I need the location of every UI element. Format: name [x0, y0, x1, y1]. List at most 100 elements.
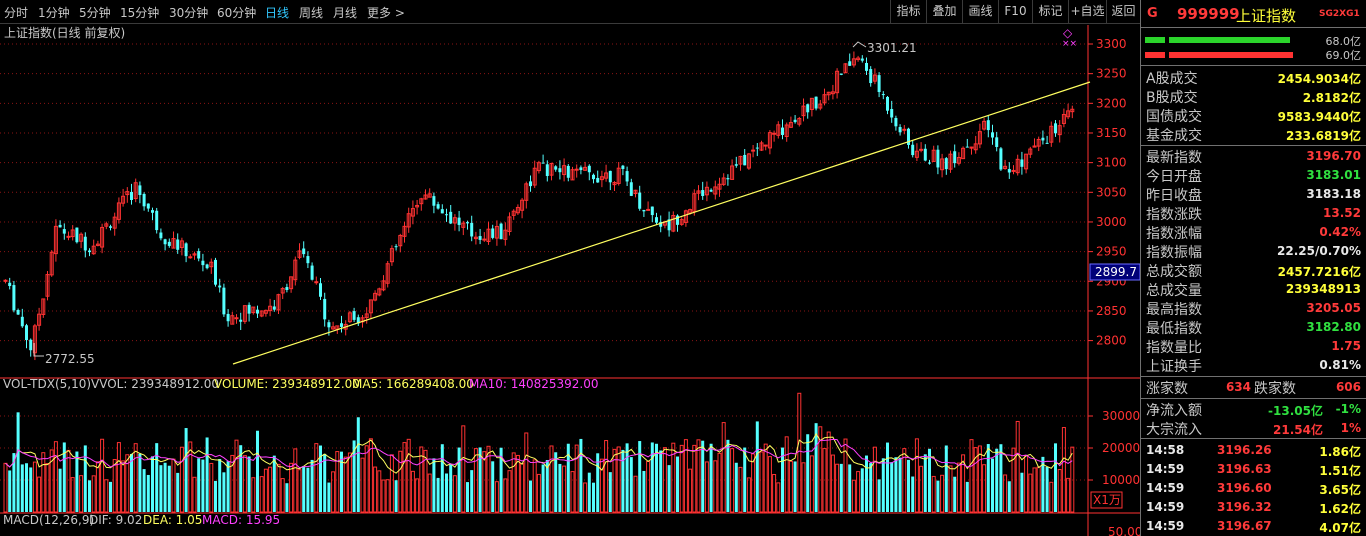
index-row-3-label: 指数涨跌 — [1146, 207, 1202, 223]
volume-ma5-line — [5, 432, 1073, 474]
macd-dif: DIF: 9.02 — [89, 513, 142, 527]
tick-time: 14:59 — [1146, 481, 1185, 495]
mark-button[interactable]: 标记 — [1032, 0, 1068, 24]
price-axis-label: 3050 — [1096, 185, 1127, 199]
price-tag: 2899.7 — [1095, 265, 1137, 279]
period-tab-15min[interactable]: 15分钟 — [120, 6, 160, 20]
index-tag: SG2XG1 — [1319, 9, 1360, 19]
tick-row: 14:58 3196.26 1.86亿 — [1141, 441, 1366, 460]
period-tab-weekly[interactable]: 周线 — [299, 6, 324, 20]
tick-price: 3196.60 — [1217, 481, 1272, 495]
index-row-7-value: 239348913 — [1285, 282, 1361, 296]
candlestick-series — [3, 51, 1075, 361]
add-watchlist-button[interactable]: +自选 — [1068, 0, 1106, 24]
tick-amount: 1.86亿 — [1319, 445, 1361, 459]
flow-row-0: 净流入额 -13.05亿 -1% — [1141, 400, 1366, 419]
flow-value: -13.05亿 — [1268, 404, 1323, 418]
index-row-5-label: 指数振幅 — [1146, 245, 1202, 261]
period-tab-5min[interactable]: 5分钟 — [79, 6, 111, 20]
volume-axis: 30000 20000 10000 — [1088, 409, 1140, 487]
flow-value: 21.54亿 — [1273, 423, 1323, 437]
tick-price: 3196.26 — [1217, 443, 1272, 457]
up-count: 634 — [1225, 380, 1251, 394]
back-button[interactable]: 返回 — [1106, 0, 1140, 24]
volume-series — [3, 392, 1075, 513]
down-count-label: 跌家数 — [1254, 381, 1296, 397]
period-tab-fenshi[interactable]: 分时 — [4, 6, 29, 20]
period-tab-60min[interactable]: 60分钟 — [217, 6, 257, 20]
flow-bars: 68.0亿 69.0亿 — [1141, 33, 1366, 65]
volume-unit-box — [1090, 491, 1123, 509]
period-tab-monthly[interactable]: 月线 — [333, 6, 358, 20]
stat-row-3-value: 233.6819亿 — [1285, 129, 1361, 143]
index-row-10: 指数量比 1.75 — [1141, 337, 1366, 356]
index-row-7-label: 总成交量 — [1146, 283, 1202, 299]
period-tab-daily[interactable]: 日线 — [265, 6, 290, 20]
volume-ma10-value: MA10: 140825392.00 — [469, 377, 599, 391]
index-row-1-label: 今日开盘 — [1146, 169, 1202, 185]
index-row-1-value: 3183.01 — [1306, 168, 1361, 182]
tick-amount: 1.51亿 — [1319, 464, 1361, 478]
index-row-8-label: 最高指数 — [1146, 302, 1202, 318]
tick-row: 14:59 3196.60 3.65亿 — [1141, 479, 1366, 498]
index-row-2-label: 昨日收盘 — [1146, 188, 1202, 204]
macd-value: MACD: 15.95 — [202, 513, 280, 527]
macd-axis-label: 50.00 — [1108, 525, 1140, 536]
tick-amount: 1.62亿 — [1319, 502, 1361, 516]
vvol-value: VVOL: 239348912.00 — [91, 377, 219, 391]
volume-axis-label: 10000 — [1102, 473, 1140, 487]
tick-row: 14:59 3196.32 1.62亿 — [1141, 498, 1366, 517]
volume-axis-label: 30000 — [1102, 409, 1140, 423]
flow-bar-value-1: 68.0亿 — [1325, 35, 1362, 48]
price-axis-label: 3250 — [1096, 67, 1127, 81]
f10-button[interactable]: F10 — [998, 0, 1032, 24]
volume-axis-label: 20000 — [1102, 441, 1140, 455]
volume-ma5-value: MA5: 166289408.00 — [352, 377, 474, 391]
low-pointer — [33, 343, 44, 357]
period-tab-more[interactable]: 更多 > — [367, 6, 405, 20]
period-tab-1min[interactable]: 1分钟 — [38, 6, 70, 20]
diamond-icon[interactable]: ◇ — [1063, 26, 1073, 40]
indicator-button[interactable]: 指标 — [890, 0, 926, 24]
tick-row: 14:59 3196.67 4.07亿 — [1141, 517, 1366, 536]
tick-time: 14:59 — [1146, 519, 1185, 533]
flow-bar-value-2: 69.0亿 — [1325, 49, 1362, 62]
toolbar: 分时 1分钟 5分钟 15分钟 30分钟 60分钟 日线 周线 月线 更多 > … — [0, 0, 1140, 24]
tick-time: 14:58 — [1146, 443, 1185, 457]
period-tab-30min[interactable]: 30分钟 — [169, 6, 209, 20]
index-row-6-value: 2457.7216亿 — [1277, 265, 1361, 279]
market-breadth: 涨家数 634 跌家数 606 — [1141, 378, 1366, 398]
overlay-button[interactable]: 叠加 — [926, 0, 962, 24]
flow-bar-green-long — [1169, 37, 1290, 43]
chart-title: 上证指数(日线 前复权) — [4, 25, 125, 40]
kline-chart[interactable]: 3300325032003150310030503000295029002850… — [0, 25, 1140, 536]
index-row-5-value: 22.25/0.70% — [1277, 244, 1361, 258]
flow-pct: -1% — [1335, 402, 1361, 416]
flow-pct: 1% — [1340, 421, 1361, 435]
index-row-11: 上证换手 0.81% — [1141, 356, 1366, 375]
panel-header: G 999999 上证指数 SG2XG1 — [1141, 0, 1366, 28]
low-label: 2772.55 — [45, 352, 95, 366]
trend-line[interactable] — [232, 81, 1091, 365]
draw-line-button[interactable]: 画线 — [962, 0, 998, 24]
high-label: 3301.21 — [867, 41, 917, 55]
index-row-8: 最高指数 3205.05 — [1141, 299, 1366, 318]
price-axis-label: 3150 — [1096, 126, 1127, 140]
high-pointer — [852, 41, 867, 48]
stat-row-3: 基金成交 233.6819亿 — [1141, 125, 1366, 144]
close-marks-icon[interactable]: ×× — [1062, 39, 1077, 49]
index-row-10-value: 1.75 — [1331, 339, 1361, 353]
index-row-3-value: 13.52 — [1323, 206, 1361, 220]
index-code: 999999 — [1177, 5, 1240, 23]
stat-row-1: B股成交 2.8182亿 — [1141, 87, 1366, 106]
index-row-9-label: 最低指数 — [1146, 321, 1202, 337]
index-row-0-value: 3196.70 — [1306, 149, 1361, 163]
volume-ma10-line — [5, 438, 1073, 469]
up-count-label: 涨家数 — [1146, 381, 1188, 397]
market-letter: G — [1147, 6, 1158, 21]
stat-row-0-value: 2454.9034亿 — [1277, 72, 1361, 86]
stat-row-3-label: 基金成交 — [1146, 128, 1202, 144]
index-row-8-value: 3205.05 — [1306, 301, 1361, 315]
index-row-1: 今日开盘 3183.01 — [1141, 166, 1366, 185]
index-row-5: 指数振幅 22.25/0.70% — [1141, 242, 1366, 261]
